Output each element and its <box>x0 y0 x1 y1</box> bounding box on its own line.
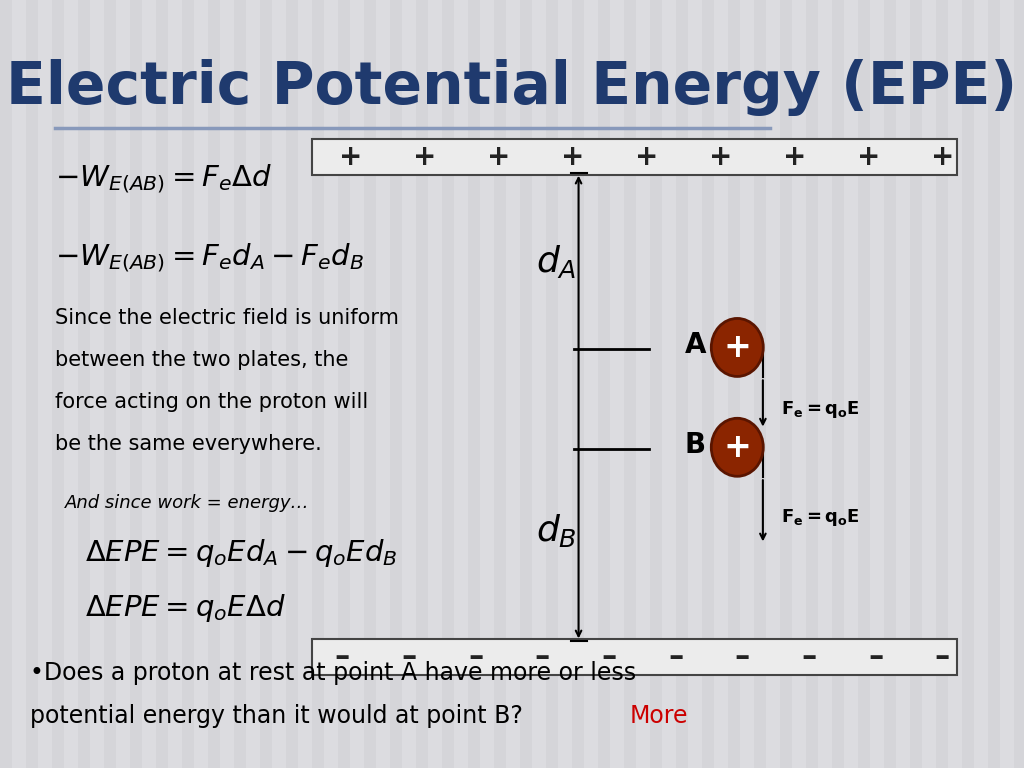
Bar <box>0 0 12 768</box>
Text: Since the electric field is uniform: Since the electric field is uniform <box>55 308 399 328</box>
Text: And since work = energy…: And since work = energy… <box>65 494 309 512</box>
Text: +: + <box>709 144 732 171</box>
Bar <box>260 0 272 768</box>
Text: $d_B$: $d_B$ <box>537 511 577 549</box>
Bar <box>1014 0 1024 768</box>
Bar <box>390 0 402 768</box>
Text: Electric Potential Energy (EPE): Electric Potential Energy (EPE) <box>6 59 1018 117</box>
Bar <box>962 0 974 768</box>
Bar <box>78 0 90 768</box>
Text: between the two plates, the: between the two plates, the <box>55 350 348 370</box>
Bar <box>468 0 480 768</box>
Text: –: – <box>535 642 550 671</box>
Bar <box>52 0 63 768</box>
Bar <box>650 0 662 768</box>
Text: $\Delta EPE = q_o Ed_A - q_o Ed_B$: $\Delta EPE = q_o Ed_A - q_o Ed_B$ <box>85 537 397 569</box>
Text: More: More <box>630 704 688 728</box>
Bar <box>234 0 246 768</box>
Bar <box>858 0 870 768</box>
Text: $-W_{E(AB)} = F_e d_A - F_e d_B$: $-W_{E(AB)} = F_e d_A - F_e d_B$ <box>55 241 364 274</box>
Bar <box>208 0 220 768</box>
Bar <box>910 0 922 768</box>
Bar <box>754 0 766 768</box>
Bar <box>130 0 142 768</box>
Bar <box>572 0 584 768</box>
Bar <box>312 140 957 175</box>
Ellipse shape <box>712 419 763 476</box>
Text: +: + <box>339 144 362 171</box>
Text: •Does a proton at rest at point A have more or less: •Does a proton at rest at point A have m… <box>30 661 636 685</box>
Bar <box>494 0 506 768</box>
Bar <box>988 0 1000 768</box>
Text: +: + <box>561 144 584 171</box>
Bar <box>156 0 168 768</box>
Text: –: – <box>802 642 817 671</box>
Text: –: – <box>735 642 750 671</box>
Text: B: B <box>685 432 706 459</box>
Bar <box>286 0 298 768</box>
Bar <box>831 0 844 768</box>
Text: –: – <box>868 642 884 671</box>
Bar <box>728 0 740 768</box>
Bar <box>702 0 714 768</box>
Text: +: + <box>931 144 954 171</box>
Text: +: + <box>413 144 436 171</box>
Bar <box>442 0 454 768</box>
Bar <box>520 0 532 768</box>
Bar <box>312 0 324 768</box>
Text: potential energy than it would at point B?: potential energy than it would at point … <box>30 704 538 728</box>
Bar <box>936 0 948 768</box>
Text: $-W_{E(AB)} = F_e\Delta d$: $-W_{E(AB)} = F_e\Delta d$ <box>55 161 272 194</box>
Ellipse shape <box>712 319 763 376</box>
Text: $\Delta EPE = q_o E\Delta d$: $\Delta EPE = q_o E\Delta d$ <box>85 592 286 624</box>
Text: +: + <box>486 144 510 171</box>
Text: be the same everywhere.: be the same everywhere. <box>55 434 322 454</box>
Text: –: – <box>601 642 616 671</box>
Bar <box>182 0 194 768</box>
Text: +: + <box>857 144 880 171</box>
Bar <box>364 0 376 768</box>
Bar <box>26 0 38 768</box>
Text: +: + <box>635 144 658 171</box>
Text: +: + <box>723 331 752 364</box>
Text: –: – <box>335 642 350 671</box>
Bar <box>416 0 428 768</box>
Text: –: – <box>668 642 683 671</box>
Bar <box>598 0 610 768</box>
Bar <box>806 0 818 768</box>
Text: $\mathbf{F_e = q_oE}$: $\mathbf{F_e = q_oE}$ <box>781 507 859 528</box>
Bar <box>780 0 792 768</box>
Bar <box>546 0 558 768</box>
Bar <box>104 0 116 768</box>
Bar <box>884 0 896 768</box>
Bar <box>676 0 688 768</box>
Bar <box>312 639 957 674</box>
Text: $\mathbf{F_e = q_oE}$: $\mathbf{F_e = q_oE}$ <box>781 399 859 420</box>
Text: +: + <box>723 431 752 464</box>
Text: +: + <box>782 144 806 171</box>
Text: –: – <box>468 642 483 671</box>
Text: force acting on the proton will: force acting on the proton will <box>55 392 369 412</box>
Bar <box>338 0 350 768</box>
Text: –: – <box>935 642 950 671</box>
Text: $d_A$: $d_A$ <box>537 243 577 280</box>
Text: A: A <box>684 332 706 359</box>
Text: –: – <box>401 642 417 671</box>
Bar <box>624 0 636 768</box>
